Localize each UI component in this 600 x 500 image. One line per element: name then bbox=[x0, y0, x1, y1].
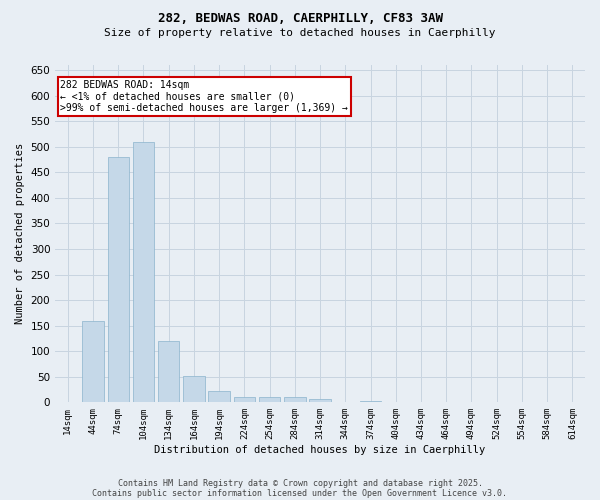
Text: Size of property relative to detached houses in Caerphilly: Size of property relative to detached ho… bbox=[104, 28, 496, 38]
Bar bbox=[259, 397, 280, 402]
Text: Contains public sector information licensed under the Open Government Licence v3: Contains public sector information licen… bbox=[92, 488, 508, 498]
Text: Contains HM Land Registry data © Crown copyright and database right 2025.: Contains HM Land Registry data © Crown c… bbox=[118, 478, 482, 488]
Bar bbox=[310, 399, 331, 402]
Bar bbox=[158, 341, 179, 402]
Y-axis label: Number of detached properties: Number of detached properties bbox=[15, 143, 25, 324]
Text: 282 BEDWAS ROAD: 14sqm
← <1% of detached houses are smaller (0)
>99% of semi-det: 282 BEDWAS ROAD: 14sqm ← <1% of detached… bbox=[61, 80, 349, 114]
Bar bbox=[82, 320, 104, 402]
Bar bbox=[233, 396, 255, 402]
Bar bbox=[284, 397, 305, 402]
X-axis label: Distribution of detached houses by size in Caerphilly: Distribution of detached houses by size … bbox=[154, 445, 486, 455]
Bar bbox=[133, 142, 154, 402]
Bar bbox=[107, 157, 129, 402]
Bar bbox=[208, 391, 230, 402]
Text: 282, BEDWAS ROAD, CAERPHILLY, CF83 3AW: 282, BEDWAS ROAD, CAERPHILLY, CF83 3AW bbox=[157, 12, 443, 26]
Bar bbox=[183, 376, 205, 402]
